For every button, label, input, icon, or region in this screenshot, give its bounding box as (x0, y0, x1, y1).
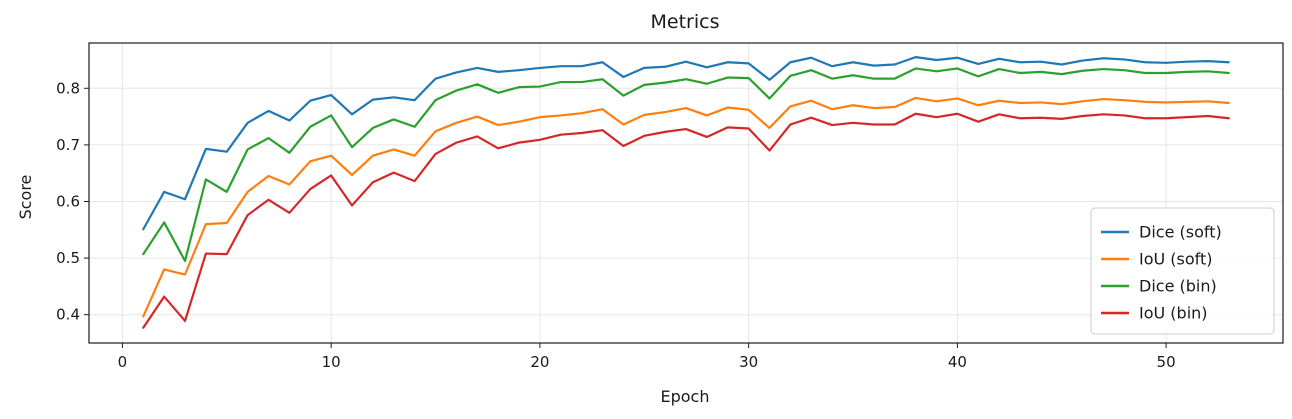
x-tick-label: 40 (948, 353, 967, 371)
y-tick-label: 0.8 (56, 79, 80, 97)
legend: Dice (soft) IoU (soft) Dice (bin) IoU (bin) (1090, 207, 1275, 335)
axis-ticks: 0 10 20 30 40 50 0.4 0.5 0.6 0.7 0.8 (56, 79, 1176, 371)
x-axis-title: Epoch (661, 387, 710, 406)
y-axis-title: Score (16, 175, 35, 220)
y-tick-label: 0.4 (56, 306, 80, 324)
x-tick-label: 10 (322, 353, 341, 371)
legend-label: Dice (bin) (1139, 277, 1217, 296)
series-line-1 (142, 56, 1230, 231)
x-tick-label: 0 (118, 353, 128, 371)
series-line-4 (142, 112, 1230, 329)
series-line-2 (142, 96, 1230, 318)
y-tick-label: 0.5 (56, 249, 80, 267)
legend-box (1090, 207, 1275, 335)
series-lines (142, 56, 1230, 329)
legend-label: IoU (bin) (1139, 304, 1208, 323)
grid (89, 43, 1283, 343)
plot-frame (88, 42, 1284, 344)
x-tick-label: 30 (739, 353, 758, 371)
y-tick-label: 0.7 (56, 136, 80, 154)
x-tick-label: 50 (1157, 353, 1176, 371)
legend-label: Dice (soft) (1139, 223, 1222, 242)
x-tick-label: 20 (530, 353, 549, 371)
chart-title: Metrics (651, 11, 720, 33)
y-tick-label: 0.6 (56, 192, 80, 210)
series-line-3 (142, 67, 1230, 263)
legend-label: IoU (soft) (1139, 250, 1213, 269)
